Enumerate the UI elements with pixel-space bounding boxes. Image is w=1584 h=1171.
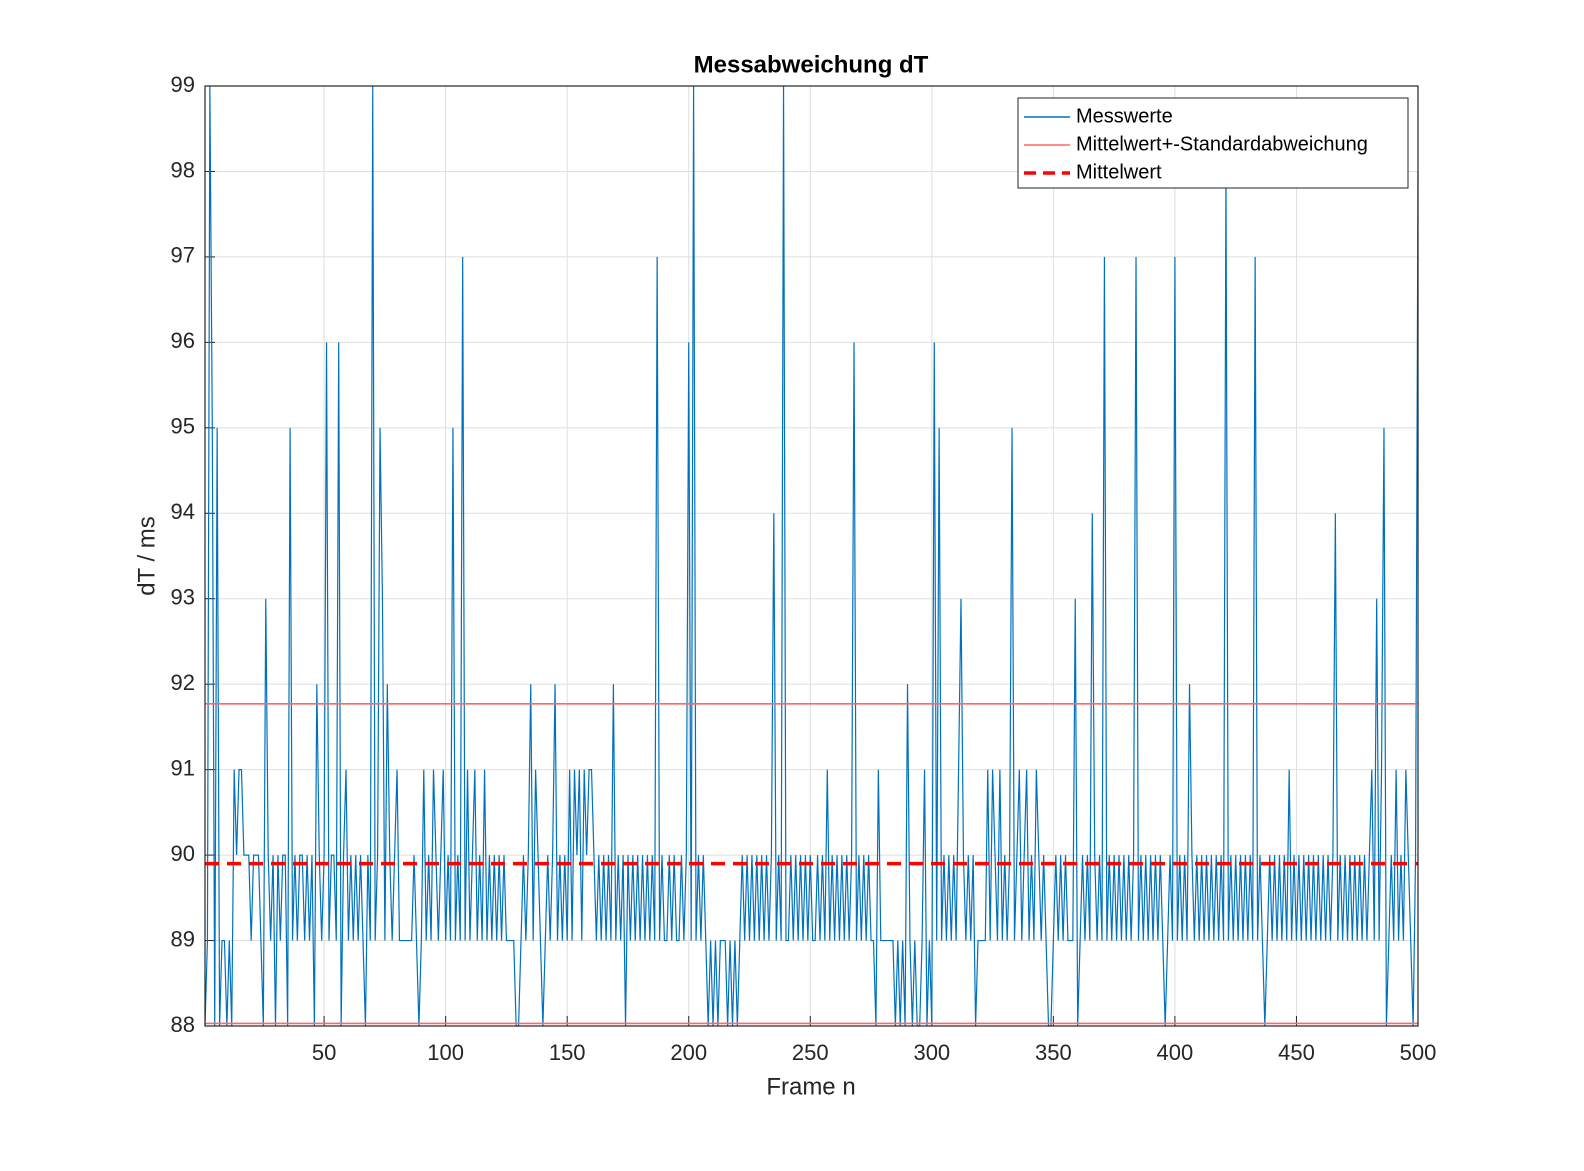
legend-label: Messwerte — [1076, 105, 1173, 127]
x-tick-label: 350 — [1035, 1040, 1072, 1065]
y-tick-label: 97 — [171, 243, 195, 268]
y-tick-label: 90 — [171, 841, 195, 866]
x-tick-label: 50 — [312, 1040, 336, 1065]
x-tick-label: 150 — [549, 1040, 586, 1065]
chart-title: Messabweichung dT — [694, 51, 929, 78]
x-tick-label: 450 — [1278, 1040, 1315, 1065]
y-tick-label: 99 — [171, 72, 195, 97]
y-tick-label: 96 — [171, 328, 195, 353]
y-tick-label: 95 — [171, 414, 195, 439]
y-tick-label: 89 — [171, 926, 195, 951]
y-axis-label: dT / ms — [133, 516, 160, 596]
x-tick-label: 100 — [427, 1040, 464, 1065]
x-tick-label: 300 — [913, 1040, 950, 1065]
y-tick-label: 88 — [171, 1012, 195, 1037]
x-tick-label: 500 — [1400, 1040, 1437, 1065]
y-tick-label: 91 — [171, 755, 195, 780]
axes-box — [204, 85, 1419, 1027]
y-tick-label: 93 — [171, 585, 195, 610]
y-tick-label: 94 — [171, 499, 195, 524]
legend-box — [1017, 97, 1409, 189]
y-tick-label: 92 — [171, 670, 195, 695]
y-tick-label: 98 — [171, 157, 195, 182]
x-tick-label: 250 — [792, 1040, 829, 1065]
legend-label: Mittelwert+-Standardabweichung — [1076, 133, 1368, 155]
legend-label: Mittelwert — [1076, 161, 1162, 183]
x-tick-label: 200 — [670, 1040, 707, 1065]
x-tick-label: 400 — [1157, 1040, 1194, 1065]
x-axis-label: Frame n — [766, 1073, 855, 1100]
data-line — [204, 85, 1419, 1027]
